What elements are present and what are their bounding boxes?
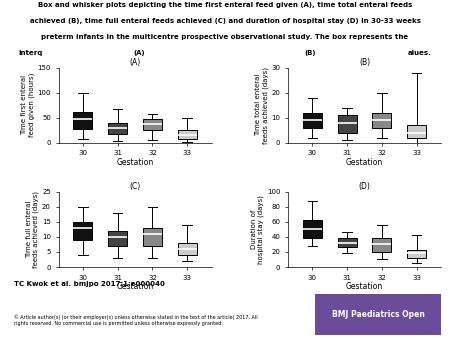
PathPatch shape (73, 222, 92, 240)
PathPatch shape (303, 220, 322, 238)
Text: interq: interq (18, 50, 42, 56)
PathPatch shape (338, 238, 357, 247)
PathPatch shape (108, 231, 127, 246)
PathPatch shape (372, 113, 392, 128)
PathPatch shape (108, 123, 127, 134)
X-axis label: Gestation: Gestation (346, 158, 383, 167)
X-axis label: Gestation: Gestation (117, 282, 153, 291)
Title: (D): (D) (359, 182, 370, 191)
Text: TC Kwok et al. bmjpo 2017;1:e000040: TC Kwok et al. bmjpo 2017;1:e000040 (14, 281, 164, 287)
Title: (A): (A) (130, 58, 140, 67)
PathPatch shape (178, 243, 197, 255)
Y-axis label: Time total enteral
feeds achieved (days): Time total enteral feeds achieved (days) (255, 67, 269, 144)
Title: (B): (B) (359, 58, 370, 67)
PathPatch shape (143, 119, 162, 130)
Text: preterm infants in the multicentre prospective observational study. The box repr: preterm infants in the multicentre prosp… (41, 34, 409, 40)
PathPatch shape (407, 125, 426, 138)
PathPatch shape (372, 238, 392, 252)
Text: © Article author(s) (or their employer(s) unless otherwise stated in the text of: © Article author(s) (or their employer(s… (14, 314, 257, 326)
Title: (C): (C) (130, 182, 140, 191)
Text: (A): (A) (134, 50, 145, 56)
PathPatch shape (338, 115, 357, 133)
Y-axis label: Time full enteral
feeds achieved (days): Time full enteral feeds achieved (days) (26, 191, 39, 268)
Text: Box and whisker plots depicting the time first enteral feed given (A), time tota: Box and whisker plots depicting the time… (38, 2, 412, 8)
PathPatch shape (303, 113, 322, 128)
PathPatch shape (407, 250, 426, 258)
PathPatch shape (143, 228, 162, 246)
PathPatch shape (178, 130, 197, 139)
PathPatch shape (73, 112, 92, 129)
Y-axis label: Duration of
hospital stay (days): Duration of hospital stay (days) (251, 195, 264, 264)
X-axis label: Gestation: Gestation (117, 158, 153, 167)
Text: (B): (B) (305, 50, 316, 56)
X-axis label: Gestation: Gestation (346, 282, 383, 291)
Text: BMJ Paediatrics Open: BMJ Paediatrics Open (332, 310, 424, 319)
Text: achieved (B), time full enteral feeds achieved (C) and duration of hospital stay: achieved (B), time full enteral feeds ac… (30, 18, 420, 24)
Y-axis label: Time first enteral
feed given (hours): Time first enteral feed given (hours) (21, 73, 35, 138)
Text: alues.: alues. (408, 50, 432, 56)
